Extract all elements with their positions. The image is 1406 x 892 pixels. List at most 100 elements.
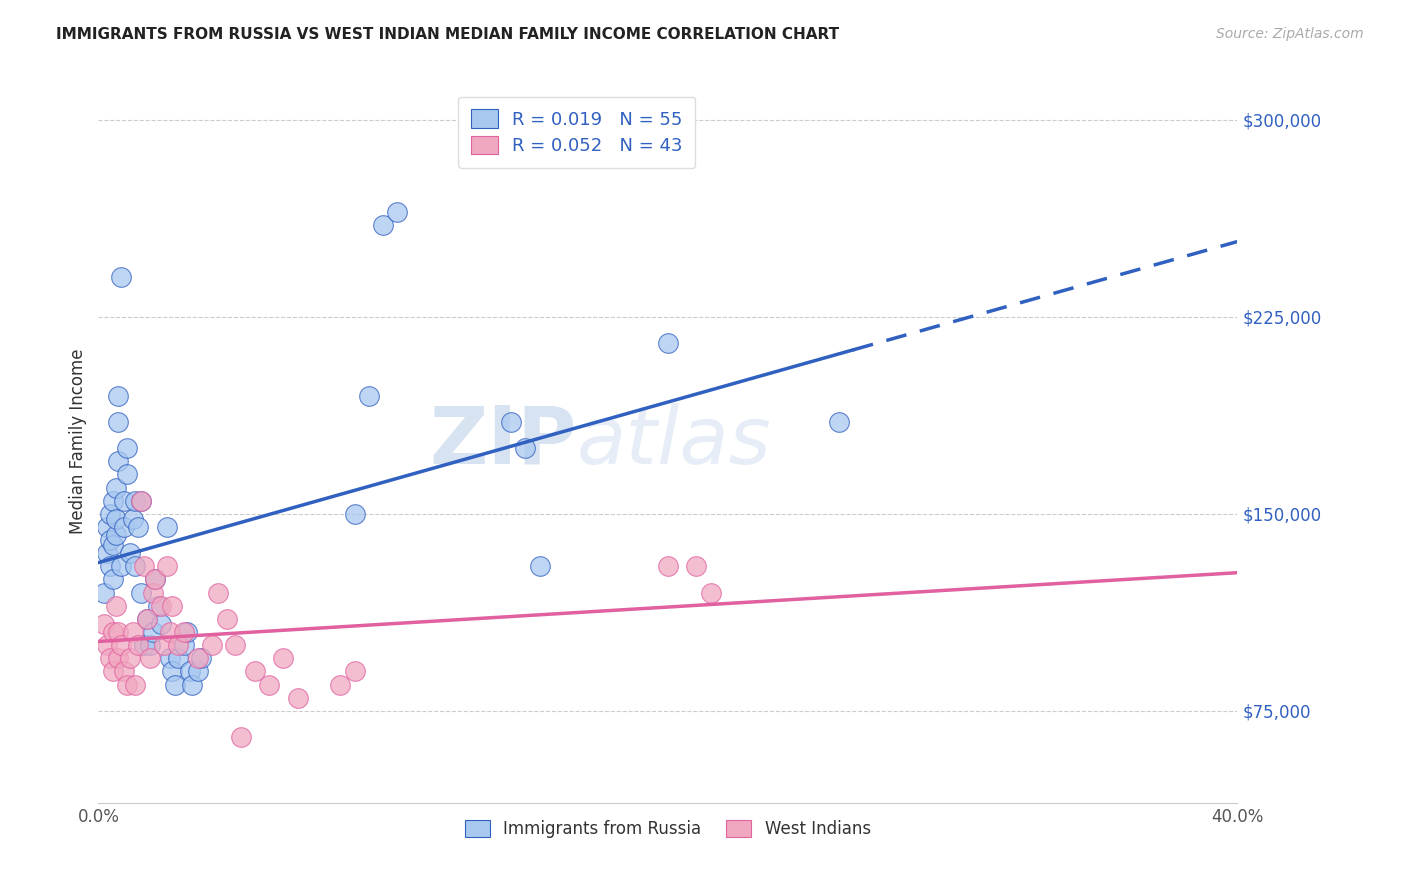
Point xyxy=(107,415,129,429)
Point xyxy=(112,665,135,679)
Point xyxy=(104,481,127,495)
Point xyxy=(657,559,679,574)
Point xyxy=(229,730,252,744)
Point xyxy=(150,617,173,632)
Point xyxy=(135,612,157,626)
Point xyxy=(115,441,138,455)
Point xyxy=(135,612,157,626)
Point xyxy=(165,677,187,691)
Point xyxy=(159,625,181,640)
Point xyxy=(215,612,238,626)
Point xyxy=(343,665,366,679)
Y-axis label: Median Family Income: Median Family Income xyxy=(69,349,87,534)
Point xyxy=(101,573,124,587)
Point xyxy=(101,625,124,640)
Point xyxy=(145,573,167,587)
Point xyxy=(181,677,204,691)
Point xyxy=(190,651,212,665)
Point xyxy=(685,559,707,574)
Point xyxy=(107,454,129,468)
Point xyxy=(224,638,246,652)
Point xyxy=(107,651,129,665)
Point xyxy=(112,520,135,534)
Text: Source: ZipAtlas.com: Source: ZipAtlas.com xyxy=(1216,27,1364,41)
Point xyxy=(118,546,141,560)
Point xyxy=(121,625,143,640)
Point xyxy=(329,677,352,691)
Point xyxy=(138,651,160,665)
Point xyxy=(145,573,167,587)
Point xyxy=(98,533,121,547)
Point xyxy=(115,677,138,691)
Point xyxy=(141,585,163,599)
Point xyxy=(187,665,209,679)
Point xyxy=(173,625,195,640)
Point xyxy=(127,520,149,534)
Point xyxy=(98,559,121,574)
Point xyxy=(148,599,170,613)
Point xyxy=(124,493,146,508)
Point xyxy=(107,625,129,640)
Point xyxy=(153,638,176,652)
Point xyxy=(110,270,132,285)
Point xyxy=(515,441,537,455)
Point xyxy=(104,512,127,526)
Point xyxy=(167,638,190,652)
Point xyxy=(657,336,679,351)
Point xyxy=(115,467,138,482)
Point xyxy=(150,599,173,613)
Point xyxy=(118,651,141,665)
Point xyxy=(162,665,184,679)
Point xyxy=(159,651,181,665)
Point xyxy=(127,638,149,652)
Point xyxy=(121,512,143,526)
Point xyxy=(93,617,115,632)
Point xyxy=(101,493,124,508)
Legend: Immigrants from Russia, West Indians: Immigrants from Russia, West Indians xyxy=(458,814,877,845)
Text: atlas: atlas xyxy=(576,402,772,481)
Text: ZIP: ZIP xyxy=(429,402,576,481)
Point xyxy=(167,651,190,665)
Point xyxy=(96,546,118,560)
Point xyxy=(501,415,523,429)
Point xyxy=(387,204,409,219)
Point xyxy=(201,638,224,652)
Point xyxy=(124,559,146,574)
Point xyxy=(101,538,124,552)
Point xyxy=(101,665,124,679)
Point xyxy=(110,638,132,652)
Point xyxy=(96,520,118,534)
Point xyxy=(173,638,195,652)
Point xyxy=(98,507,121,521)
Point xyxy=(93,585,115,599)
Point xyxy=(156,520,179,534)
Point xyxy=(138,638,160,652)
Point xyxy=(273,651,295,665)
Point xyxy=(343,507,366,521)
Point xyxy=(110,559,132,574)
Point xyxy=(287,690,309,705)
Point xyxy=(124,677,146,691)
Point xyxy=(187,651,209,665)
Point xyxy=(259,677,281,691)
Point xyxy=(699,585,721,599)
Point xyxy=(104,599,127,613)
Point xyxy=(129,585,152,599)
Text: IMMIGRANTS FROM RUSSIA VS WEST INDIAN MEDIAN FAMILY INCOME CORRELATION CHART: IMMIGRANTS FROM RUSSIA VS WEST INDIAN ME… xyxy=(56,27,839,42)
Point xyxy=(529,559,551,574)
Point xyxy=(129,493,152,508)
Point xyxy=(112,493,135,508)
Point xyxy=(132,559,155,574)
Point xyxy=(107,388,129,402)
Point xyxy=(156,559,179,574)
Point xyxy=(98,651,121,665)
Point xyxy=(207,585,229,599)
Point xyxy=(104,528,127,542)
Point xyxy=(373,218,395,232)
Point xyxy=(141,625,163,640)
Point xyxy=(132,638,155,652)
Point xyxy=(129,493,152,508)
Point xyxy=(162,599,184,613)
Point xyxy=(96,638,118,652)
Point xyxy=(243,665,266,679)
